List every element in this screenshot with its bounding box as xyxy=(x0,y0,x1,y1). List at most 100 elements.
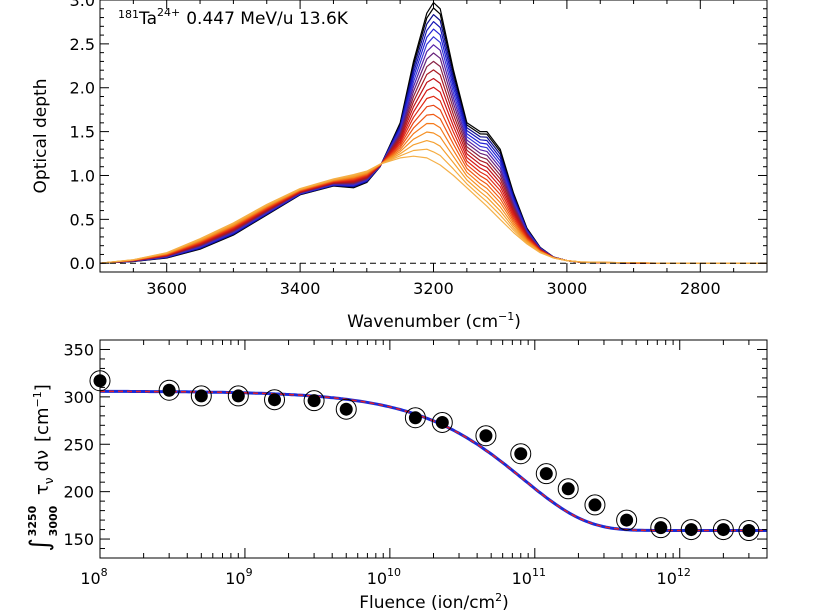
spectra-x-tick-label: 3000 xyxy=(547,279,588,298)
data-point xyxy=(514,447,528,461)
data-point-ring xyxy=(303,390,325,412)
spectra-x-tick-label: 3600 xyxy=(146,279,187,298)
spectra-y-tick-label: 3.0 xyxy=(70,0,95,10)
data-point-ring xyxy=(158,379,180,401)
band-y-tick-label: 300 xyxy=(63,388,94,407)
spectrum-line-7 xyxy=(100,44,767,264)
spectrum-line-5 xyxy=(100,28,767,264)
band-x-tick-label: 108 xyxy=(80,566,107,588)
spectra-y-axis-label: Optical depth xyxy=(31,79,51,194)
band-x-tick-label: 1010 xyxy=(367,566,401,588)
spectrum-line-8 xyxy=(100,52,767,264)
spectra-panel: 3600 3400 3200 3000 2800 0.0 0.5 1.0 1.5 2.0 2.5 3.… xyxy=(31,0,768,332)
data-point-ring xyxy=(264,389,286,411)
fit-curve-blue xyxy=(100,389,767,532)
data-point-ring xyxy=(475,425,497,447)
spectra-xlabel-end: ) xyxy=(514,312,521,332)
integral-upper-limit: 3250 xyxy=(26,505,39,536)
data-point xyxy=(620,513,634,527)
unit-main: [cm xyxy=(32,408,53,442)
element-symbol: Ta xyxy=(138,9,157,29)
spectrum-line-9 xyxy=(100,60,767,264)
data-point-ring xyxy=(190,385,212,407)
data-point-ring xyxy=(335,398,357,420)
data-point xyxy=(742,524,756,538)
spectra-x-tick-label: 3400 xyxy=(280,279,321,298)
band-xlabel-end: ) xyxy=(502,593,509,612)
integrated-band-panel: 108 109 1010 1011 1012 150 200 250 300 350 Fluenc… xyxy=(25,339,768,613)
spectrum-line-11 xyxy=(100,77,767,264)
data-point-ring xyxy=(738,520,760,542)
data-point xyxy=(408,411,422,425)
band-y-tick-label: 350 xyxy=(63,340,94,359)
spectra-x-tick-label: 3200 xyxy=(413,279,454,298)
data-point xyxy=(162,383,176,397)
data-point xyxy=(435,415,449,429)
band-x-tick-label: 109 xyxy=(225,566,252,588)
integrand: τν dν [cm−1] xyxy=(31,384,56,495)
spectrum-line-6 xyxy=(100,36,767,264)
data-point-ring xyxy=(650,517,672,539)
band-xlabel-main: Fluence (ion/cm xyxy=(359,593,495,612)
data-point-ring xyxy=(404,407,426,429)
integral-sign: ∫ xyxy=(25,538,55,552)
beam-conditions: 0.447 MeV/u 13.6K xyxy=(186,9,349,29)
band-xlabel-sup: 2 xyxy=(495,591,502,604)
data-point-ring xyxy=(227,385,249,407)
data-point-ring xyxy=(584,494,606,516)
band-y-tick-label: 150 xyxy=(63,530,94,549)
spectra-annotation: 181Ta24+ 0.447 MeV/u 13.6K xyxy=(118,6,349,29)
spectra-y-tick-label: 2.5 xyxy=(70,35,95,54)
spectra-y-tick-label: 0.5 xyxy=(70,210,95,229)
data-points-group xyxy=(89,370,760,542)
integrand-symbol: τ xyxy=(32,484,53,495)
data-point xyxy=(588,498,602,512)
data-point xyxy=(231,389,245,403)
spectrum-line-3 xyxy=(100,14,767,264)
data-point xyxy=(307,394,321,408)
spectrum-line-2 xyxy=(100,7,767,264)
data-point xyxy=(268,393,282,407)
band-plot-frame xyxy=(99,339,768,559)
integrand-subscript: ν xyxy=(42,477,56,484)
data-point xyxy=(684,523,698,537)
data-point-ring xyxy=(535,463,557,485)
spectra-series-group xyxy=(100,2,767,264)
data-point xyxy=(561,482,575,496)
data-point-ring xyxy=(616,509,638,531)
band-y-tick-label: 200 xyxy=(63,483,94,502)
data-point xyxy=(479,429,493,443)
spectra-y-tick-label: 1.5 xyxy=(70,123,95,142)
band-x-axis-label: Fluence (ion/cm2) xyxy=(359,591,509,612)
data-point xyxy=(339,402,353,416)
spectra-xlabel-main: Wavenumber (cm xyxy=(347,312,498,332)
differential: dν xyxy=(32,450,53,471)
data-point-ring xyxy=(510,443,532,465)
band-x-tick-label: 1012 xyxy=(657,566,691,588)
data-point-ring xyxy=(712,519,734,541)
data-point xyxy=(194,389,208,403)
ion-charge: 24+ xyxy=(157,6,180,19)
unit-sup: −1 xyxy=(31,391,44,407)
data-point-ring xyxy=(557,478,579,500)
band-axis-ticks: 108 109 1010 1011 1012 150 200 250 300 350 xyxy=(63,339,768,588)
fit-curve-red-dashed xyxy=(100,390,767,532)
spectrum-line-10 xyxy=(100,69,767,264)
data-point xyxy=(539,467,553,481)
data-point-ring xyxy=(431,411,453,433)
spectrum-line-12 xyxy=(100,86,767,264)
fit-curve-group xyxy=(100,389,767,532)
spectra-plot-frame xyxy=(99,0,768,273)
data-point xyxy=(716,523,730,537)
isotope-mass: 181 xyxy=(118,8,139,21)
band-y-axis-label: ∫ 3250 3000 τν dν [cm−1] xyxy=(25,384,60,552)
spectra-y-tick-label: 0.0 xyxy=(70,254,95,273)
spectrum-line-20 xyxy=(100,155,767,264)
spectra-y-tick-label: 2.0 xyxy=(70,79,95,98)
spectra-x-axis-label: Wavenumber (cm−1) xyxy=(347,310,521,332)
spectra-x-tick-label: 2800 xyxy=(680,279,721,298)
spectra-axis-ticks: 3600 3400 3200 3000 2800 0.0 0.5 1.0 1.5 2.0 2.5 3.… xyxy=(70,0,768,298)
spectra-y-tick-label: 1.0 xyxy=(70,166,95,185)
